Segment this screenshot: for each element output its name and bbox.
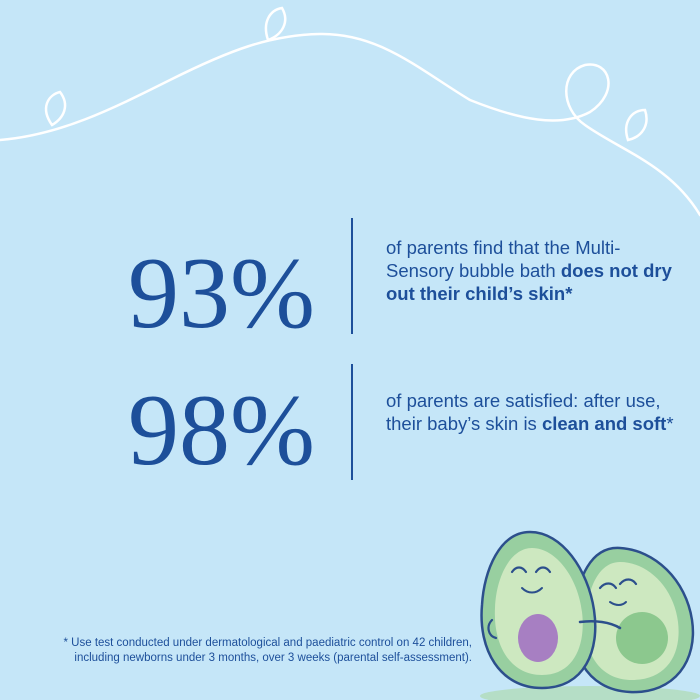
stat-2-divider bbox=[351, 364, 353, 480]
stat-2-text-suffix: * bbox=[666, 413, 674, 434]
stat-2-text-bold: clean and soft bbox=[541, 413, 667, 434]
stat-1-percentage: 93% bbox=[128, 237, 315, 350]
footnote-line-1: * Use test conducted under dermatologica… bbox=[63, 637, 473, 649]
avocado-left bbox=[480, 530, 622, 690]
ground-shadow bbox=[480, 686, 700, 700]
avocado-couple-illustration bbox=[480, 530, 700, 700]
stat-1-text: of parents find that the Multi-Sensory b… bbox=[386, 237, 621, 281]
stat-2-text: of parents are satisfied: after use, the… bbox=[386, 390, 661, 434]
stat-1-description: of parents find that the Multi-Sensory b… bbox=[386, 236, 686, 305]
stat-1-divider bbox=[351, 218, 353, 334]
footnote: * Use test conducted under dermatologica… bbox=[0, 636, 473, 666]
footnote-line-2: including newborns under 3 months, over … bbox=[74, 652, 472, 664]
avocado-right bbox=[571, 546, 695, 694]
stat-2-description: of parents are satisfied: after use, the… bbox=[386, 389, 686, 435]
stat-2-percentage: 98% bbox=[128, 374, 315, 487]
vine-decoration bbox=[0, 6, 700, 217]
stat-1-text-bold: does not dry out their child’s skin* bbox=[386, 260, 672, 304]
